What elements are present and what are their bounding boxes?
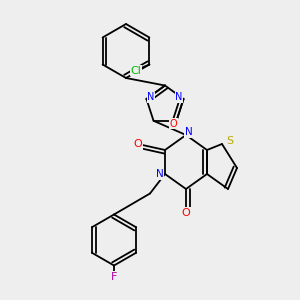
Text: N: N bbox=[176, 92, 183, 103]
Text: O: O bbox=[169, 119, 177, 129]
Text: N: N bbox=[184, 127, 192, 137]
Text: S: S bbox=[226, 136, 233, 146]
Text: N: N bbox=[156, 169, 164, 179]
Text: O: O bbox=[134, 139, 142, 149]
Text: O: O bbox=[182, 208, 190, 218]
Text: Cl: Cl bbox=[130, 65, 141, 76]
Text: N: N bbox=[147, 92, 155, 103]
Text: F: F bbox=[111, 272, 117, 282]
